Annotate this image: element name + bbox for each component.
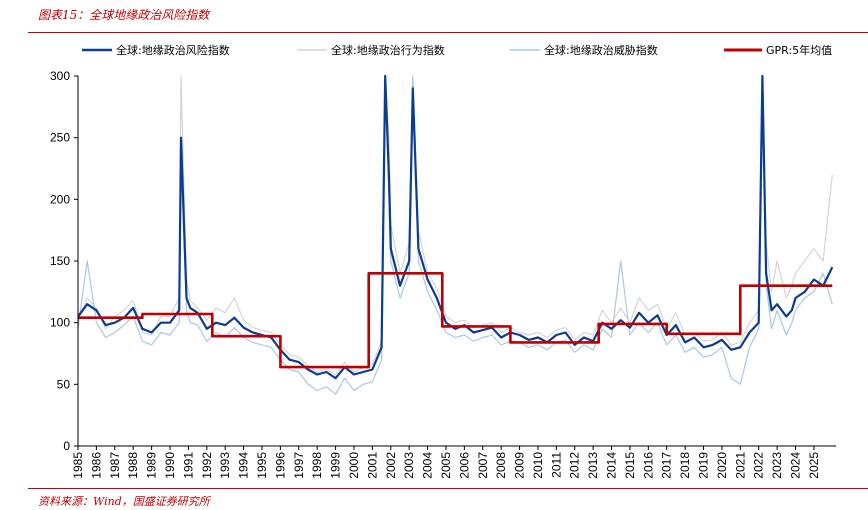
- x-tick-label: 2009: [513, 452, 527, 479]
- series-group: [78, 74, 834, 395]
- x-tick-label: 1986: [89, 452, 103, 479]
- x-tick-label: 1992: [200, 452, 214, 479]
- x-tick-label: 1999: [329, 452, 343, 479]
- x-tick-label: 2004: [421, 452, 435, 479]
- legend-label: GPR:5年均值: [766, 43, 832, 57]
- x-tick-label: 2017: [660, 452, 674, 479]
- x-tick-label: 1990: [163, 452, 177, 479]
- x-tick-label: 2016: [641, 452, 655, 479]
- x-tick-label: 1989: [145, 452, 159, 479]
- x-tick-label: 1998: [310, 452, 324, 479]
- x-tick-label: 2019: [697, 452, 711, 479]
- y-tick-label: 150: [50, 254, 70, 268]
- x-tick-label: 1997: [292, 452, 306, 479]
- x-tick-label: 1994: [237, 452, 251, 479]
- y-tick-label: 200: [50, 192, 70, 206]
- x-tick-label: 2005: [439, 452, 453, 479]
- x-tick-label: 2024: [789, 452, 803, 479]
- legend-label: 全球:地缘政治风险指数: [116, 43, 230, 57]
- series-line-threats-index: [78, 75, 833, 395]
- x-tick-label: 2023: [770, 452, 784, 479]
- x-tick-label: 2006: [457, 452, 471, 479]
- x-tick-label: 2012: [568, 452, 582, 479]
- title-divider: [28, 32, 868, 33]
- y-tick-label: 100: [50, 316, 70, 330]
- chart-title: 图表15：全球地缘政治风险指数: [38, 8, 210, 22]
- x-tick-label: 2025: [807, 452, 821, 479]
- x-tick-label: 2022: [752, 452, 766, 479]
- x-tick-label: 2003: [402, 452, 416, 479]
- x-tick-label: 1995: [255, 452, 269, 479]
- x-tick-label: 2007: [476, 452, 490, 479]
- x-tick-label: 2020: [715, 452, 729, 479]
- x-tick-label: 2002: [384, 452, 398, 479]
- x-tick-label: 1993: [218, 452, 232, 479]
- x-tick-label: 2014: [605, 452, 619, 479]
- x-tick-label: 1988: [126, 452, 140, 479]
- x-tick-label: 1996: [273, 452, 287, 479]
- x-tick-label: 2008: [494, 452, 508, 479]
- x-tick-label: 2001: [365, 452, 379, 479]
- x-tick-label: 1991: [181, 452, 195, 479]
- x-tick-label: 2011: [549, 452, 563, 478]
- series-line-gpr-5y-average: [78, 271, 833, 369]
- y-tick-label: 300: [50, 69, 70, 83]
- legend-label: 全球:地缘政治行为指数: [331, 43, 445, 57]
- x-tick-label: 2013: [586, 452, 600, 479]
- x-tick-label: 2000: [347, 452, 361, 479]
- legend-label: 全球:地缘政治威胁指数: [544, 43, 658, 57]
- y-tick-label: 0: [63, 439, 70, 453]
- source-note: 资料来源：Wind，国盛证券研究所: [38, 495, 210, 508]
- legend: 全球:地缘政治风险指数 全球:地缘政治行为指数 全球:地缘政治威胁指数 GPR:5年均…: [82, 43, 832, 57]
- y-tick-label: 50: [57, 377, 71, 391]
- x-tick-label: 2021: [733, 452, 747, 479]
- x-tick-label: 1987: [108, 452, 122, 479]
- x-tick-label: 2018: [678, 452, 692, 479]
- x-tick-label: 2010: [531, 452, 545, 479]
- y-tick-label: 250: [50, 131, 70, 145]
- axes: 0 50 100 150 200 250 300 1985 1986 1987 1988 1989 19…: [50, 69, 836, 479]
- x-tick-label: 2015: [623, 452, 637, 479]
- source-divider: [28, 488, 868, 489]
- x-tick-label: 1985: [71, 452, 85, 479]
